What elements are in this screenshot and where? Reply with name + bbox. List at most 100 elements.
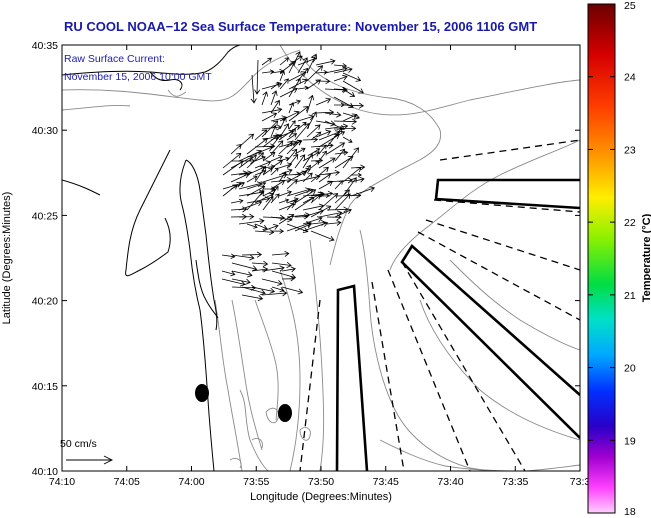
current-vector bbox=[270, 167, 279, 176]
current-vector bbox=[302, 221, 329, 232]
current-vector bbox=[222, 184, 238, 197]
colorbar-ticks: 25 24 23 22 21 20 19 18 bbox=[588, 0, 636, 518]
current-vector bbox=[288, 71, 307, 82]
colorbar-strip bbox=[587, 3, 616, 514]
current-vector bbox=[238, 154, 258, 169]
current-vector bbox=[238, 213, 255, 220]
x-tick-label: 73:35 bbox=[502, 476, 528, 488]
y-tick-label: 40:15 bbox=[32, 381, 58, 393]
current-vector bbox=[315, 69, 328, 75]
current-vector bbox=[270, 82, 280, 90]
current-vector bbox=[241, 294, 264, 302]
x-axis-ticks: 74:10 74:05 74:00 73:55 73:50 73:45 73:40 73:35… bbox=[49, 45, 591, 488]
current-vector bbox=[222, 160, 244, 176]
current-vector bbox=[241, 251, 263, 258]
current-vector bbox=[278, 140, 298, 148]
current-vector bbox=[279, 87, 298, 98]
current-vector bbox=[270, 228, 285, 234]
current-vector bbox=[342, 113, 358, 122]
scale-label: 50 cm/s bbox=[60, 438, 97, 450]
current-vector bbox=[270, 124, 277, 138]
current-vector bbox=[333, 74, 348, 82]
colorbar: 25 24 23 22 21 20 19 18 Temperature (°C) bbox=[587, 0, 651, 518]
current-vector bbox=[238, 218, 265, 225]
colorbar-tick-label: 25 bbox=[624, 0, 636, 12]
current-vector bbox=[251, 286, 276, 294]
current-vector bbox=[238, 170, 253, 176]
current-vector bbox=[342, 166, 362, 183]
current-vector bbox=[271, 250, 290, 257]
current-vector bbox=[278, 140, 293, 155]
current-vector bbox=[261, 57, 272, 66]
x-axis-label: Longitude (Degrees:Minutes) bbox=[250, 491, 392, 503]
current-vector bbox=[254, 223, 268, 230]
current-vector bbox=[279, 70, 285, 82]
current-vector bbox=[342, 136, 353, 143]
current-vector bbox=[254, 59, 261, 95]
current-vector bbox=[294, 222, 312, 232]
current-vector bbox=[238, 181, 263, 190]
current-vector bbox=[261, 278, 283, 286]
current-vector bbox=[334, 208, 352, 218]
current-vector bbox=[221, 278, 246, 287]
current-vector bbox=[324, 111, 342, 118]
surface-current-vectors bbox=[221, 51, 375, 302]
current-vector bbox=[246, 137, 269, 155]
current-vector bbox=[286, 199, 297, 211]
current-vector bbox=[286, 178, 298, 190]
current-vector bbox=[246, 175, 258, 183]
current-vector bbox=[306, 94, 315, 114]
x-tick-label: 73:45 bbox=[373, 476, 399, 488]
current-vector bbox=[318, 157, 336, 169]
site-marker-north bbox=[195, 384, 209, 402]
y-tick-label: 40:10 bbox=[32, 466, 58, 478]
current-vector bbox=[342, 88, 356, 97]
current-vector bbox=[326, 127, 343, 148]
x-tick-label: 74:10 bbox=[49, 476, 75, 488]
current-vector bbox=[342, 80, 364, 94]
x-tick-label: 73:40 bbox=[437, 476, 463, 488]
current-vector bbox=[230, 206, 248, 213]
current-vector bbox=[333, 118, 358, 125]
current-vector bbox=[230, 172, 250, 183]
y-tick-label: 40:35 bbox=[32, 40, 58, 52]
current-vector bbox=[350, 186, 375, 197]
current-vector bbox=[310, 131, 322, 141]
colorbar-label: Temperature (°C) bbox=[641, 213, 651, 302]
current-vector bbox=[261, 91, 269, 106]
current-vector bbox=[261, 265, 285, 272]
current-vector bbox=[262, 195, 274, 211]
current-vector bbox=[351, 172, 362, 178]
colorbar-tick-label: 23 bbox=[624, 144, 636, 156]
current-vector bbox=[222, 152, 242, 169]
colorbar-tick-label: 20 bbox=[624, 363, 636, 375]
colorbar-tick-label: 19 bbox=[624, 435, 636, 447]
current-vector bbox=[286, 148, 298, 162]
current-vector bbox=[254, 145, 273, 155]
current-vector bbox=[310, 166, 329, 183]
current-vector bbox=[333, 66, 353, 74]
current-vector bbox=[254, 160, 272, 169]
current-vector bbox=[261, 112, 278, 122]
current-vector bbox=[261, 120, 279, 138]
current-vector bbox=[306, 79, 322, 90]
current-vector bbox=[294, 147, 306, 155]
current-vector bbox=[262, 224, 279, 232]
current-vector bbox=[302, 164, 311, 176]
colorbar-tick-label: 18 bbox=[624, 506, 636, 518]
current-vector bbox=[278, 214, 295, 225]
current-vector bbox=[302, 136, 319, 143]
current-note-line2: November 15, 2006 10:00 GMT bbox=[64, 71, 212, 83]
current-vector bbox=[251, 260, 269, 267]
x-tick-label: 74:00 bbox=[178, 476, 204, 488]
current-vector bbox=[251, 266, 269, 273]
current-vector bbox=[254, 229, 275, 236]
current-vector bbox=[297, 85, 309, 91]
current-vector bbox=[230, 198, 244, 204]
current-vector bbox=[334, 148, 346, 162]
x-tick-label: 73:55 bbox=[243, 476, 269, 488]
current-vector bbox=[246, 190, 265, 211]
current-vector bbox=[270, 160, 284, 169]
x-tick-label: 73:3 bbox=[570, 476, 591, 488]
current-vector bbox=[315, 58, 336, 66]
